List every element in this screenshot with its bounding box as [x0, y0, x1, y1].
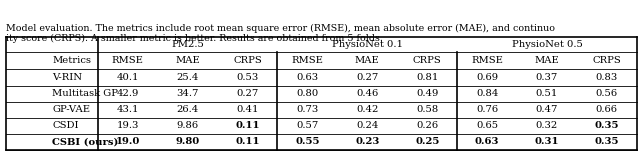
Text: 0.11: 0.11	[236, 121, 260, 130]
Text: CRPS: CRPS	[593, 56, 621, 65]
Text: PM2.5: PM2.5	[172, 40, 204, 49]
Text: 0.58: 0.58	[416, 105, 438, 114]
Text: RMSE: RMSE	[291, 56, 323, 65]
Text: 0.27: 0.27	[356, 73, 378, 82]
Text: MAE: MAE	[355, 56, 380, 65]
Text: 0.11: 0.11	[236, 137, 260, 146]
Text: RMSE: RMSE	[471, 56, 503, 65]
Text: 43.1: 43.1	[116, 105, 139, 114]
Text: CSBI (ours): CSBI (ours)	[52, 137, 118, 146]
Text: 19.0: 19.0	[116, 137, 140, 146]
Text: CSDI: CSDI	[52, 121, 79, 130]
Text: 19.3: 19.3	[116, 121, 139, 130]
Text: 0.26: 0.26	[416, 121, 438, 130]
Text: 0.32: 0.32	[536, 121, 558, 130]
Text: 0.63: 0.63	[475, 137, 499, 146]
Text: 42.9: 42.9	[116, 89, 139, 98]
Text: MAE: MAE	[534, 56, 559, 65]
Text: 0.76: 0.76	[476, 105, 498, 114]
Text: 26.4: 26.4	[177, 105, 199, 114]
Text: 0.23: 0.23	[355, 137, 380, 146]
Text: 40.1: 40.1	[116, 73, 139, 82]
Text: 0.66: 0.66	[596, 105, 618, 114]
Text: 0.57: 0.57	[296, 121, 319, 130]
Text: CRPS: CRPS	[233, 56, 262, 65]
Text: 0.55: 0.55	[295, 137, 319, 146]
Text: 0.27: 0.27	[236, 89, 259, 98]
Text: 0.37: 0.37	[536, 73, 558, 82]
Text: 0.42: 0.42	[356, 105, 378, 114]
Text: Multitask GP: Multitask GP	[52, 89, 118, 98]
Text: 0.81: 0.81	[416, 73, 438, 82]
Text: PhysioNet 0.5: PhysioNet 0.5	[511, 40, 582, 49]
Text: 0.83: 0.83	[596, 73, 618, 82]
Text: 0.47: 0.47	[536, 105, 558, 114]
Text: 0.31: 0.31	[534, 137, 559, 146]
Text: 0.69: 0.69	[476, 73, 498, 82]
Text: 9.86: 9.86	[177, 121, 198, 130]
Text: 0.80: 0.80	[296, 89, 319, 98]
Text: 0.35: 0.35	[595, 121, 619, 130]
Text: CRPS: CRPS	[413, 56, 442, 65]
Text: 0.49: 0.49	[416, 89, 438, 98]
Text: 0.56: 0.56	[596, 89, 618, 98]
Text: 0.25: 0.25	[415, 137, 440, 146]
Text: 0.65: 0.65	[476, 121, 498, 130]
Text: 25.4: 25.4	[177, 73, 199, 82]
Text: 0.84: 0.84	[476, 89, 499, 98]
Text: Metrics: Metrics	[52, 56, 91, 65]
Text: 9.80: 9.80	[175, 137, 200, 146]
Text: MAE: MAE	[175, 56, 200, 65]
Text: Model evaluation. The metrics include root mean square error (RMSE), mean absolu: Model evaluation. The metrics include ro…	[6, 23, 556, 32]
Text: 0.41: 0.41	[236, 105, 259, 114]
Text: 0.35: 0.35	[595, 137, 619, 146]
Text: GP-VAE: GP-VAE	[52, 105, 90, 114]
Text: 34.7: 34.7	[177, 89, 199, 98]
Text: V-RIN: V-RIN	[52, 73, 82, 82]
Text: 0.63: 0.63	[296, 73, 319, 82]
Text: 0.53: 0.53	[236, 73, 259, 82]
Text: 0.46: 0.46	[356, 89, 378, 98]
Text: ity score (CRPS). A smaller metric is better. Results are obtained from 5 folds.: ity score (CRPS). A smaller metric is be…	[6, 34, 383, 43]
Text: PhysioNet 0.1: PhysioNet 0.1	[332, 40, 403, 49]
Text: 0.73: 0.73	[296, 105, 319, 114]
Text: RMSE: RMSE	[112, 56, 144, 65]
Text: 0.51: 0.51	[536, 89, 558, 98]
Text: 0.24: 0.24	[356, 121, 378, 130]
